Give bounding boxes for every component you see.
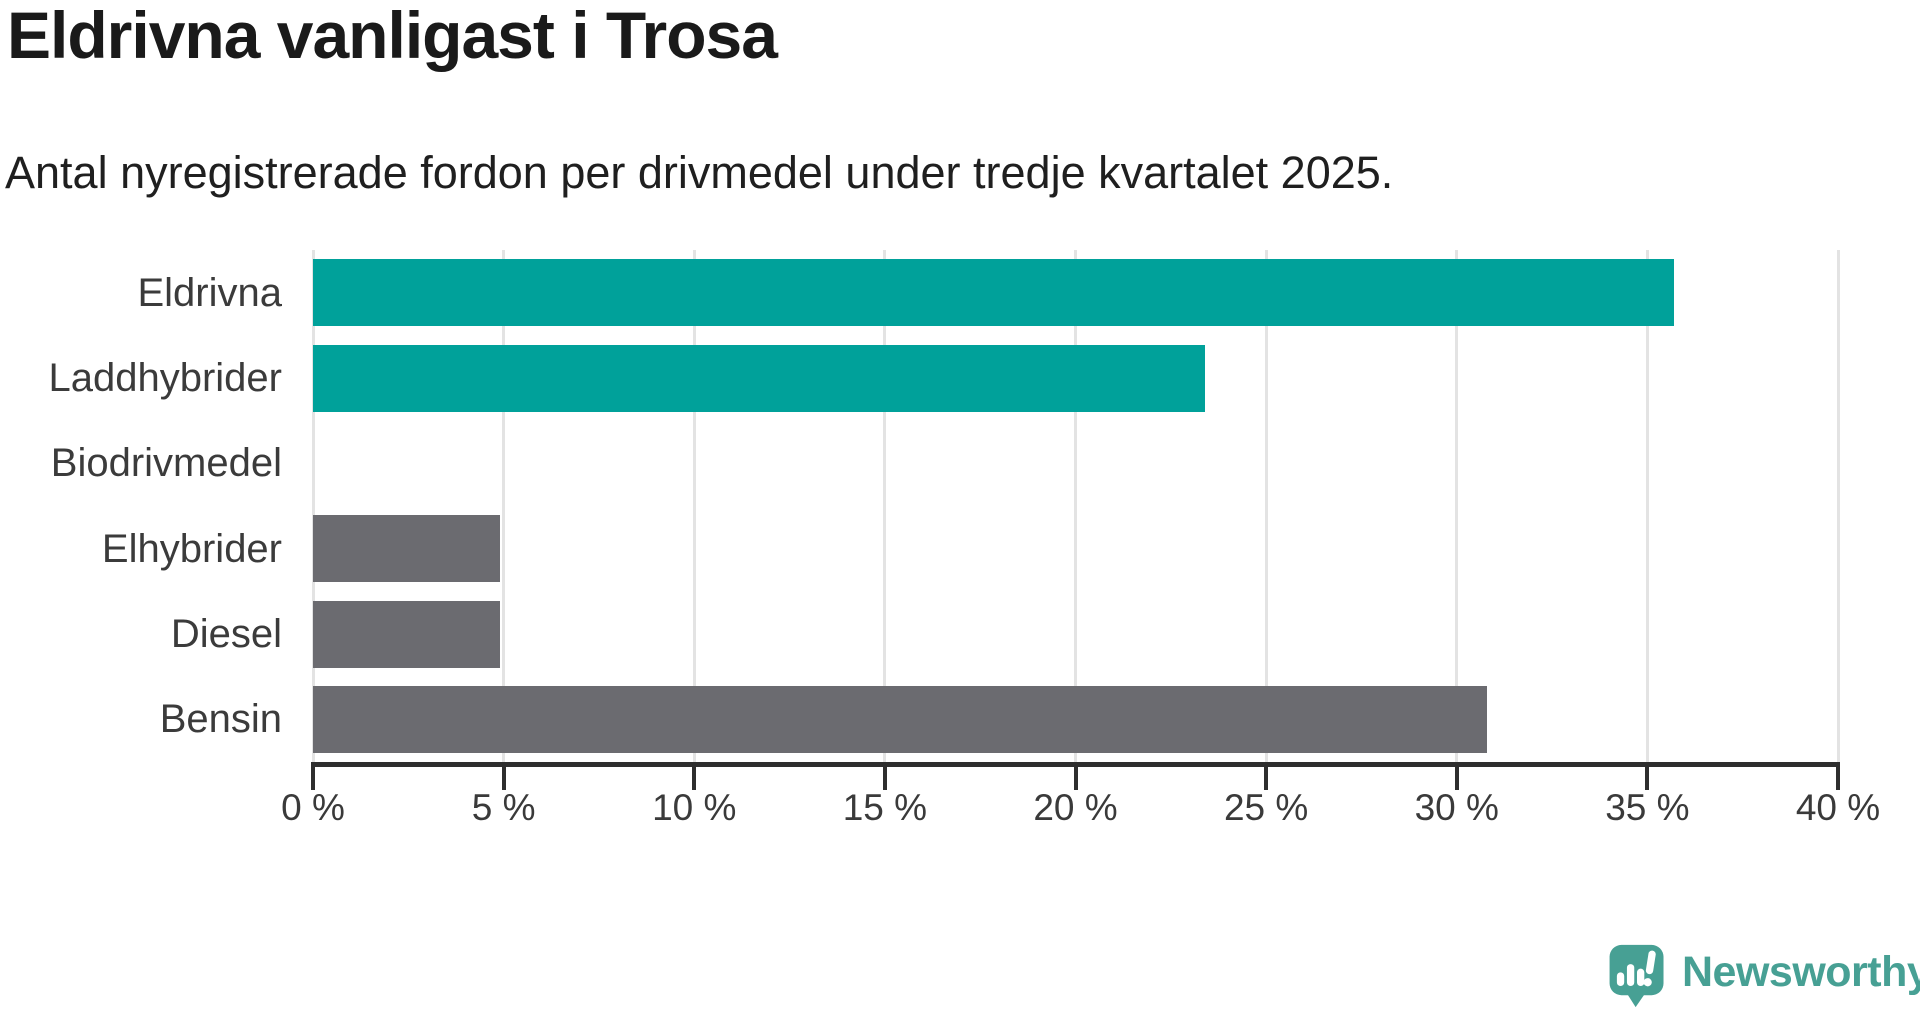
x-tick-label-0: 0 % bbox=[281, 787, 345, 828]
x-tick-label-20: 20 % bbox=[1033, 787, 1118, 828]
gridline-0 bbox=[311, 250, 315, 762]
category-label-elhybrider: Elhybrider bbox=[101, 526, 282, 571]
x-tick-label-5: 5 % bbox=[471, 787, 536, 828]
x-tick-label-15: 15 % bbox=[842, 787, 928, 828]
chart-title: Eldrivna vanligast i Trosa bbox=[7, 0, 778, 72]
chart-subtitle: Antal nyregistrerade fordon per drivmede… bbox=[5, 147, 1394, 198]
gridline-35 bbox=[1645, 250, 1649, 762]
x-tick-label-40: 40 % bbox=[1795, 787, 1881, 828]
x-tick-label-25: 25 % bbox=[1223, 787, 1309, 828]
newsworthy-wordmark: Newsworthy bbox=[1682, 947, 1920, 996]
x-tick-30 bbox=[1454, 762, 1459, 790]
category-label-laddhybrider: Laddhybrider bbox=[48, 356, 283, 400]
category-label-biodrivmedel: Biodrivmedel bbox=[50, 441, 282, 486]
newsworthy-logo: Newsworthy bbox=[1605, 943, 1920, 1009]
category-axis-labels: Eldrivna Laddhybrider Biodrivmedel Elhybrid… bbox=[0, 250, 283, 762]
x-tick-40 bbox=[1836, 762, 1840, 790]
gridline-15 bbox=[883, 250, 887, 762]
bar-eldrivna bbox=[313, 259, 1675, 327]
x-tick-label-10: 10 % bbox=[652, 787, 737, 828]
logo-bar-tall bbox=[1626, 964, 1635, 987]
gridline-25 bbox=[1264, 250, 1268, 762]
x-tick-25 bbox=[1264, 762, 1269, 790]
x-tick-5 bbox=[501, 762, 506, 790]
category-label-diesel: Diesel bbox=[170, 612, 282, 656]
x-tick-15 bbox=[882, 762, 887, 790]
x-tick-label-35: 35 % bbox=[1605, 787, 1690, 828]
x-tick-10 bbox=[692, 762, 697, 790]
bar-laddhybrider bbox=[313, 344, 1206, 412]
gridline-20 bbox=[1074, 250, 1077, 762]
x-tick-0 bbox=[311, 762, 315, 790]
gridline-10 bbox=[692, 250, 696, 762]
category-label-bensin: Bensin bbox=[159, 697, 282, 742]
gridline-30 bbox=[1455, 250, 1459, 762]
bar-diesel bbox=[313, 600, 500, 668]
gridline-40 bbox=[1836, 250, 1840, 762]
category-label-eldrivna: Eldrivna bbox=[137, 270, 282, 315]
bar-bensin bbox=[313, 685, 1488, 753]
logo-exclamation bbox=[1643, 950, 1656, 987]
newsworthy-speech-bubble-icon bbox=[1609, 944, 1664, 1008]
x-tick-20 bbox=[1073, 762, 1078, 790]
plot-area: 0 % 5 % 10 % 15 % 20 % 25 % 30 % 35 % 40 % bbox=[281, 250, 1880, 826]
logo-bar-small bbox=[1616, 972, 1625, 987]
gridline-5 bbox=[502, 250, 506, 762]
bar-elhybrider bbox=[313, 515, 500, 583]
logo-bar-medium bbox=[1637, 968, 1645, 987]
x-tick-label-30: 30 % bbox=[1414, 787, 1499, 828]
x-tick-35 bbox=[1645, 762, 1650, 790]
